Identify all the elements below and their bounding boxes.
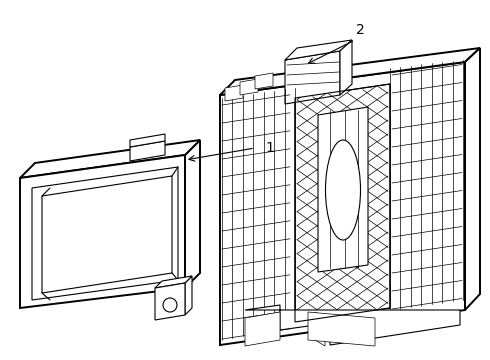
Polygon shape: [245, 305, 460, 345]
Polygon shape: [285, 40, 352, 60]
Polygon shape: [285, 51, 340, 104]
Text: 1: 1: [266, 141, 274, 155]
Polygon shape: [185, 140, 200, 288]
Polygon shape: [315, 312, 325, 346]
Polygon shape: [185, 276, 192, 315]
Polygon shape: [20, 155, 185, 308]
Ellipse shape: [325, 140, 361, 240]
Polygon shape: [465, 48, 480, 310]
Polygon shape: [32, 167, 178, 300]
Polygon shape: [340, 40, 352, 95]
Polygon shape: [318, 107, 368, 272]
Polygon shape: [225, 85, 243, 101]
Polygon shape: [245, 312, 280, 346]
Polygon shape: [220, 62, 465, 345]
Polygon shape: [20, 140, 200, 178]
Text: 2: 2: [356, 23, 365, 37]
Polygon shape: [240, 79, 258, 95]
Polygon shape: [155, 276, 192, 288]
Polygon shape: [220, 48, 480, 95]
Polygon shape: [308, 312, 375, 346]
Polygon shape: [255, 73, 273, 89]
Polygon shape: [42, 176, 172, 293]
Polygon shape: [130, 141, 165, 161]
Polygon shape: [295, 84, 390, 322]
Polygon shape: [155, 283, 185, 320]
Circle shape: [163, 298, 177, 312]
Polygon shape: [130, 134, 165, 147]
